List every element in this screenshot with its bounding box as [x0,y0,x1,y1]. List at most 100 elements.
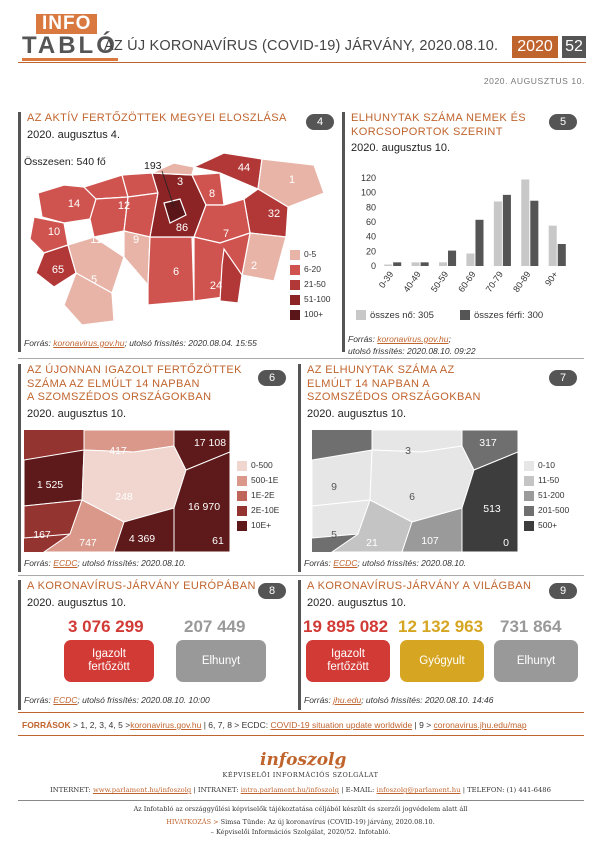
country-value: 747 [79,537,97,549]
bar [438,262,448,266]
y-tick-label: 0 [371,261,376,271]
panel-5-number: 5 [549,114,577,130]
legend-male: összes férfi: 300 [460,310,543,321]
x-tick-label: 0-39 [377,269,396,289]
bar [393,262,402,266]
panel-5-source: Forrás: koronavirus.gov.hu; utolsó friss… [348,334,476,356]
legend-item: 201-500 [524,505,569,516]
legend-item: 6-20 [290,264,321,275]
legend-item: 2E-10E [237,505,279,516]
footer-link[interactable]: coronavirus.jhu.edu/map [433,720,527,730]
country-value: 107 [421,535,439,547]
county-label: 5 [129,286,135,298]
issue-badge: 52 [562,36,586,58]
source-link[interactable]: jhu.edu [333,695,362,705]
panel-6-title-1: AZ ÚJONNAN IGAZOLT FERTŐZÖTTEK [27,364,242,376]
county-zala [35,244,77,288]
budapest-label: 193 [144,160,162,172]
logo-tablo-text: TABLÓ [22,32,118,61]
legend-item: 10E+ [237,520,271,531]
x-tick-label: 50-59 [429,269,450,294]
footer-citation-2: – Képviselői Információs Szolgálat, 2020… [210,828,391,836]
country-value: 6 [409,491,415,503]
panel-neighbours-deaths: AZ ELHUNYTAK SZÁMA AZ ELMÚLT 14 NAPBAN A… [298,364,584,572]
county-label: 2 [251,260,257,272]
country-value: 21 [366,537,378,549]
source-link[interactable]: koronavirus.gov.hu [377,334,449,344]
panel-8-title: A KORONAVÍRUS-JÁRVÁNY EURÓPÁBAN [27,580,256,592]
country-serbia [113,507,175,552]
world-confirmed-box: Igazolt fertőzött [306,640,390,682]
bar [411,262,420,266]
country-value: 248 [115,491,133,503]
source-link[interactable]: ECDC [53,558,78,568]
legend-swatch [290,309,300,320]
county-label: 86 [176,222,188,234]
county-budapest [163,198,187,224]
source-link[interactable]: ECDC [333,558,358,568]
panel-7-title-2: ELMÚLT 14 NAPBAN A [307,377,430,390]
europe-deaths-value: 207 449 [184,617,246,636]
county-label: 14 [68,198,80,210]
world-recovered-box: Gyógyult [400,640,484,682]
panel-4-date: 2020. augusztus 4. [27,128,120,141]
panel-8-number: 8 [258,583,286,599]
country-value: 17 108 [194,437,226,449]
country-austria [24,449,85,507]
country-value: 0 [503,537,509,549]
panel-9-date: 2020. augusztus 10. [307,596,407,609]
county-label: 5 [131,268,137,280]
legend-item: 11-50 [524,475,559,486]
legend-item: 1E-2E [237,490,275,501]
panel-9-source: Forrás: jhu.edu; utolsó frissítés: 2020.… [304,695,494,705]
legend-female: összes nő: 305 [356,310,434,321]
panel-9-number: 9 [549,583,577,599]
budapest-leader [161,170,175,208]
country-romania [461,451,518,552]
legend-item: 500-1E [237,475,278,486]
legend-swatch [237,475,247,486]
legend-swatch [237,505,247,516]
country-value: 16 970 [188,501,220,513]
infoszolg-logo: infoszolg [260,750,347,770]
x-tick-label: 90+ [543,269,560,287]
legend-item: 500+ [524,520,557,531]
legend-item: 0-5 [290,249,316,260]
footer-link[interactable]: intra.parlament.hu/infoszolg [240,786,339,794]
county-label: 9 [133,234,139,246]
europe-deaths-box: Elhunyt [176,640,266,682]
footer-link[interactable]: www.parlament.hu/infoszolg [92,786,192,794]
source-link[interactable]: ECDC [53,695,78,705]
county-baranya [63,272,115,326]
bar [466,253,475,266]
panel-5-title-2: KORCSOPORTOK SZERINT [351,125,503,138]
county-szabolcs [257,158,325,208]
country-romania [173,451,230,552]
footer-link[interactable]: infoszolg@parlament.hu [376,786,461,794]
footer-link[interactable]: COVID-19 situation update worldwide [270,720,413,730]
world-confirmed-value: 19 895 082 [303,617,389,636]
panel-6-number: 6 [258,370,286,386]
county-label: 11 [90,234,101,246]
legend-swatch [290,249,300,260]
y-tick-label: 100 [361,188,376,198]
total-count: Összesen: 540 fő [24,156,106,168]
source-link[interactable]: koronavirus.gov.hu [53,338,125,348]
panel-6-date: 2020. augusztus 10. [27,407,127,420]
footer-link[interactable]: koronavirus.gov.hu [130,720,202,730]
footer-divider-bottom [18,800,584,801]
bar [530,200,539,266]
neighbours-deaths-map: 317 3 9 6 513 5 21 107 0 [312,430,518,552]
county-somogy [67,236,125,294]
bar [420,262,429,266]
panel-9-title: A KORONAVÍRUS-JÁRVÁNY A VILÁGBAN [307,580,532,592]
legend-swatch [237,460,247,471]
bar [475,219,484,266]
bar [384,264,393,266]
county-label: 6 [173,266,179,278]
legend-swatch [524,490,534,501]
panel-6-title-3: A SZOMSZÉDOS ORSZÁGOKBAN [27,391,212,403]
county-bacs [147,236,195,306]
y-tick-label: 80 [366,202,376,212]
bar [448,250,457,266]
